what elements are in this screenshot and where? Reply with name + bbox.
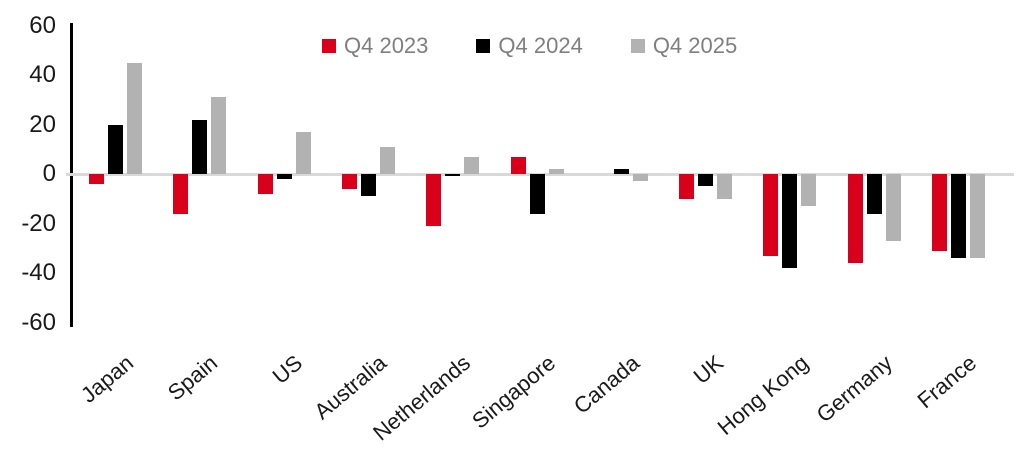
bar-q4-2023-japan bbox=[89, 174, 104, 184]
bar-q4-2023-germany bbox=[847, 174, 863, 264]
bar-q4-2024-netherlands bbox=[445, 174, 461, 177]
bar-q4-2023-france bbox=[932, 174, 947, 251]
bar-q4-2024-japan bbox=[108, 124, 123, 174]
bar-q4-2025-canada bbox=[632, 174, 648, 182]
chart-legend: Q4 2023 Q4 2024 Q4 2025 bbox=[322, 33, 737, 59]
legend-label: Q4 2024 bbox=[498, 33, 583, 58]
bar-q4-2025-japan bbox=[127, 62, 142, 174]
legend-item-q4-2023: Q4 2023 bbox=[322, 33, 428, 59]
legend-label: Q4 2025 bbox=[652, 33, 738, 58]
y-tick-label: 20 bbox=[29, 110, 56, 138]
legend-item-q4-2025: Q4 2025 bbox=[630, 33, 738, 59]
bar-q4-2024-uk bbox=[698, 174, 714, 187]
bar-q4-2025-australia bbox=[379, 146, 395, 174]
bar-q4-2025-us bbox=[295, 131, 311, 174]
bar-q4-2023-uk bbox=[679, 174, 695, 199]
y-tick-label: 60 bbox=[29, 11, 56, 39]
bar-q4-2024-spain bbox=[192, 119, 208, 174]
bar-q4-2024-us bbox=[276, 174, 292, 179]
bar-q4-2023-singapore bbox=[510, 156, 526, 174]
bar-q4-2025-spain bbox=[211, 97, 227, 174]
bar-q4-2024-canada bbox=[613, 169, 629, 174]
bar-q4-2025-netherlands bbox=[464, 156, 480, 174]
y-tick-label: -40 bbox=[21, 259, 56, 286]
bar-q4-2023-australia bbox=[341, 174, 357, 189]
bar-q4-2025-france bbox=[970, 174, 985, 259]
bar-q4-2024-singapore bbox=[529, 174, 545, 214]
y-tick-label: 40 bbox=[29, 61, 56, 88]
bar-q4-2025-hong-kong bbox=[801, 174, 817, 207]
legend-item-q4-2024: Q4 2024 bbox=[476, 33, 583, 59]
legend-swatch-icon bbox=[322, 39, 336, 53]
bar-q4-2025-germany bbox=[885, 174, 901, 241]
bar-q4-2024-australia bbox=[360, 174, 376, 197]
legend-label: Q4 2023 bbox=[344, 33, 429, 58]
bar-q4-2023-netherlands bbox=[426, 174, 442, 226]
legend-swatch-icon bbox=[476, 39, 491, 53]
legend-swatch-icon bbox=[630, 39, 645, 53]
bar-q4-2025-uk bbox=[717, 174, 733, 199]
y-tick-label: 0 bbox=[42, 160, 56, 187]
y-tick-label: -60 bbox=[21, 308, 56, 336]
bar-q4-2024-france bbox=[951, 174, 966, 259]
y-tick-label: -20 bbox=[21, 209, 56, 237]
bar-q4-2023-spain bbox=[173, 174, 189, 214]
bar-q4-2025-singapore bbox=[548, 169, 564, 174]
bar-q4-2023-hong-kong bbox=[763, 174, 779, 256]
bar-q4-2024-hong-kong bbox=[782, 174, 798, 269]
bar-q4-2023-us bbox=[257, 174, 273, 194]
bar-q4-2024-germany bbox=[866, 174, 882, 214]
